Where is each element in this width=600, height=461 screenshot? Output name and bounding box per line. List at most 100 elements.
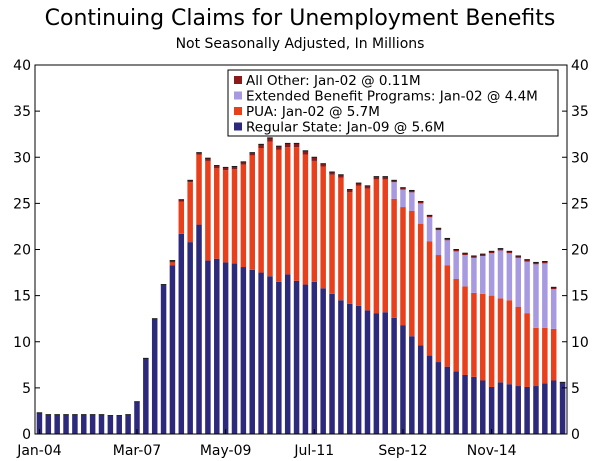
bar-regular-state xyxy=(311,281,318,434)
bar-all-other xyxy=(400,187,406,190)
bar-all-other xyxy=(338,174,344,178)
bar-regular-state xyxy=(214,258,220,434)
bar-regular-state xyxy=(320,288,326,434)
bar-regular-state xyxy=(240,267,247,434)
bar-all-other xyxy=(355,183,362,186)
y-tick-label-right: 30 xyxy=(571,150,589,166)
bar-all-other xyxy=(249,152,255,156)
bar-all-other xyxy=(329,172,335,175)
bar-all-other xyxy=(276,146,282,150)
bar-pua xyxy=(400,207,406,326)
bar-extended-benefit-programs xyxy=(542,263,548,328)
bar-pua xyxy=(293,147,300,281)
y-tick-label-right: 20 xyxy=(571,243,589,259)
y-tick-label-left: 20 xyxy=(13,243,31,259)
bar-extended-benefit-programs xyxy=(506,253,513,301)
bar-all-other xyxy=(542,261,548,264)
bar-pua xyxy=(249,155,255,270)
bar-all-other xyxy=(311,157,318,161)
bar-all-other xyxy=(426,215,433,218)
bar-regular-state xyxy=(417,345,424,434)
bar-pua xyxy=(542,327,548,384)
bar-pua xyxy=(196,154,202,225)
bar-pua xyxy=(214,168,220,259)
chart-title: Continuing Claims for Unemployment Benef… xyxy=(44,6,556,31)
bar-pua xyxy=(435,255,442,363)
bar-regular-state xyxy=(347,303,353,434)
bar-pua xyxy=(444,265,451,367)
bar-all-other xyxy=(391,180,397,183)
bar-all-other xyxy=(497,248,504,251)
legend-swatch xyxy=(234,122,242,131)
bar-regular-state xyxy=(382,312,388,434)
y-tick-label-left: 0 xyxy=(22,427,31,443)
bar-pua xyxy=(426,241,433,356)
bar-regular-state xyxy=(506,384,513,434)
bar-extended-benefit-programs xyxy=(417,203,424,224)
bar-pua xyxy=(222,170,229,263)
y-tick-label-left: 10 xyxy=(13,335,31,351)
bar-regular-state xyxy=(462,374,468,434)
bar-pua xyxy=(471,292,477,377)
bar-pua xyxy=(178,201,185,234)
bar-regular-state xyxy=(391,317,397,434)
bar-extended-benefit-programs xyxy=(497,250,504,299)
y-tick-label-right: 35 xyxy=(571,104,589,120)
bar-regular-state xyxy=(559,382,566,434)
bar-regular-state xyxy=(542,383,548,434)
bar-all-other xyxy=(409,190,415,193)
bar-regular-state xyxy=(222,262,229,434)
bar-pua xyxy=(169,262,176,266)
bar-regular-state xyxy=(355,305,362,434)
bar-regular-state xyxy=(338,300,344,434)
bar-regular-state xyxy=(125,414,131,434)
bar-regular-state xyxy=(89,414,96,434)
bar-all-other xyxy=(347,189,353,193)
x-tick-label: Jan-04 xyxy=(16,443,62,459)
bar-all-other xyxy=(187,180,193,183)
bar-regular-state xyxy=(480,380,486,434)
bar-all-other xyxy=(320,163,326,167)
legend-label: PUA: Jan-02 @ 5.7M xyxy=(246,104,380,120)
bar-pua xyxy=(515,306,521,387)
bar-extended-benefit-programs xyxy=(515,257,521,307)
bar-regular-state xyxy=(488,386,495,434)
legend-label: All Other: Jan-02 @ 0.11M xyxy=(246,73,421,89)
bar-regular-state xyxy=(497,382,504,434)
legend-label: Extended Benefit Programs: Jan-02 @ 4.4M xyxy=(246,89,538,105)
bar-regular-state xyxy=(267,276,273,434)
bar-pua xyxy=(497,298,504,383)
bar-regular-state xyxy=(98,414,105,434)
bar-all-other xyxy=(453,249,459,252)
bar-extended-benefit-programs xyxy=(453,251,459,280)
bar-regular-state xyxy=(205,260,211,434)
bar-regular-state xyxy=(293,280,300,434)
bar-all-other xyxy=(178,199,185,202)
bar-pua xyxy=(550,328,557,381)
bar-pua xyxy=(373,179,380,314)
bar-regular-state xyxy=(284,274,291,434)
bar-extended-benefit-programs xyxy=(435,230,442,256)
bar-regular-state xyxy=(515,386,521,434)
bar-regular-state xyxy=(107,415,114,434)
bar-pua xyxy=(187,182,193,243)
bar-all-other xyxy=(196,152,202,155)
bars-group xyxy=(36,137,566,434)
bar-pua xyxy=(231,169,238,264)
bar-regular-state xyxy=(373,313,380,434)
legend-box xyxy=(227,69,559,137)
bar-extended-benefit-programs xyxy=(444,240,451,266)
bar-extended-benefit-programs xyxy=(550,289,557,329)
bar-regular-state xyxy=(364,310,371,434)
bar-regular-state xyxy=(400,325,406,434)
y-tick-label-right: 0 xyxy=(571,427,580,443)
bar-pua xyxy=(506,300,513,385)
bar-all-other xyxy=(169,260,176,263)
bar-all-other xyxy=(302,150,309,155)
y-tick-label-left: 40 xyxy=(13,58,31,74)
bar-regular-state xyxy=(196,224,202,434)
x-tick-label: Sep-12 xyxy=(378,443,427,459)
bar-regular-state xyxy=(54,414,60,434)
bar-pua xyxy=(205,160,211,261)
